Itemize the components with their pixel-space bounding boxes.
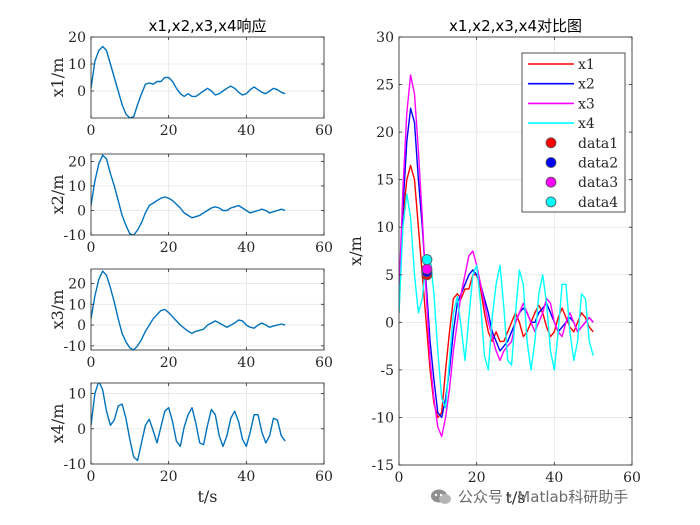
y-tick-label: 20 (68, 30, 86, 46)
legend-label-data2: data2 (578, 156, 618, 172)
watermark-text: 公众号 · Matlab科研助手 (458, 488, 629, 506)
x-tick-label: 0 (395, 470, 404, 486)
y-axis-label: x3/m (48, 290, 67, 330)
plot-area (91, 269, 324, 350)
plot-area (91, 37, 324, 118)
legend-swatch-data4 (545, 196, 557, 208)
legend-label-data4: data4 (578, 195, 618, 211)
series-line-x3 (399, 74, 594, 438)
x-tick-label: 40 (237, 123, 255, 139)
y-tick-label: 10 (68, 297, 86, 313)
axes-box (90, 382, 325, 465)
y-tick-label: 25 (376, 78, 394, 94)
y-tick-label: 20 (68, 277, 86, 293)
axes-box (90, 153, 325, 236)
y-axis-label: x4/m (48, 404, 67, 444)
x-tick-label: 40 (545, 470, 563, 486)
y-tick-label: 10 (68, 179, 86, 195)
x-tick-label: 60 (315, 355, 333, 371)
chart-title: x1,x2,x3,x4响应 (149, 17, 267, 35)
wechat-icon (431, 489, 451, 504)
x-tick-label: 60 (623, 470, 641, 486)
y-axis-label: x2/m (48, 175, 67, 215)
y-tick-label: 0 (77, 84, 86, 100)
y-axis-label: x/m (346, 236, 365, 266)
x-tick-label: 0 (87, 469, 96, 485)
series-line-s1 (91, 45, 286, 118)
y-tick-label: -10 (63, 228, 86, 244)
x-tick-label: 60 (315, 469, 333, 485)
marker-data4 (421, 254, 433, 265)
legend-label-x3: x3 (578, 96, 595, 112)
y-tick-label: -10 (371, 410, 394, 426)
x-tick-label: 20 (160, 469, 178, 485)
subplot-1: 0 20 40 60 20 10 0 x1,x2,x3,x4响应 x1/m (48, 17, 333, 139)
axes-box (398, 36, 633, 466)
y-tick-label: 30 (376, 30, 394, 46)
legend-label-data1: data1 (578, 136, 618, 152)
legend-swatch-data3 (545, 176, 557, 188)
legend-label-x1: x1 (578, 57, 595, 73)
legend-label-x2: x2 (578, 77, 595, 93)
legend-swatch-data1 (545, 137, 557, 149)
series-line-x2 (399, 107, 594, 419)
y-tick-label: 0 (385, 315, 394, 331)
legend: x1 x2 x3 x4 data1 data2 data3 data4 (521, 52, 626, 213)
y-tick-label: 0 (77, 422, 86, 438)
y-axis-label: x1/m (48, 58, 67, 98)
x-tick-label: 20 (468, 470, 486, 486)
x-tick-label: 40 (237, 240, 255, 256)
y-tick-label: 10 (68, 57, 86, 73)
x-tick-label: 20 (160, 355, 178, 371)
y-tick-label: 5 (385, 268, 394, 284)
series-line-s4 (91, 383, 286, 462)
axes-box (90, 268, 325, 351)
marker-data3 (421, 263, 433, 275)
y-tick-label: -5 (380, 363, 394, 379)
x-tick-label: 40 (237, 355, 255, 371)
legend-box (521, 52, 626, 213)
legend-swatch-data2 (545, 157, 557, 168)
series-line-s2 (91, 154, 286, 235)
x-tick-label: 60 (315, 240, 333, 256)
axes-box (90, 36, 325, 119)
x-tick-label: 20 (160, 240, 178, 256)
y-tick-label: -15 (371, 458, 394, 474)
series-line-x1 (399, 164, 594, 419)
x-tick-label: 0 (87, 123, 96, 139)
series-line-s3 (91, 270, 286, 350)
watermark: 公众号 · Matlab科研助手 (430, 486, 628, 507)
legend-label-data3: data3 (578, 175, 618, 191)
x-axis-label: t/s (505, 488, 525, 507)
x-tick-label: 40 (237, 469, 255, 485)
y-tick-label: 0 (77, 318, 86, 334)
chart-title: x1,x2,x3,x4对比图 (449, 17, 582, 35)
y-tick-label: 20 (376, 125, 394, 141)
y-tick-label: 20 (68, 154, 86, 170)
legend-label-x4: x4 (578, 116, 595, 132)
x-tick-label: 60 (315, 123, 333, 139)
subplot-5: 0 20 40 60 30 25 20 15 10 5 0 -5 -10 -15 x1,x2,x3,x4对比… (346, 17, 641, 507)
y-tick-label: -10 (63, 339, 86, 355)
x-tick-label: 0 (87, 355, 96, 371)
plot-area (91, 154, 324, 235)
x-tick-label: 0 (87, 240, 96, 256)
x-tick-label: 20 (160, 123, 178, 139)
y-tick-label: 0 (77, 203, 86, 219)
x-axis-label: t/s (197, 487, 217, 506)
y-tick-label: 10 (376, 220, 394, 236)
y-tick-label: -10 (63, 457, 86, 473)
y-tick-label: 15 (376, 173, 394, 189)
y-tick-label: 10 (68, 387, 86, 403)
